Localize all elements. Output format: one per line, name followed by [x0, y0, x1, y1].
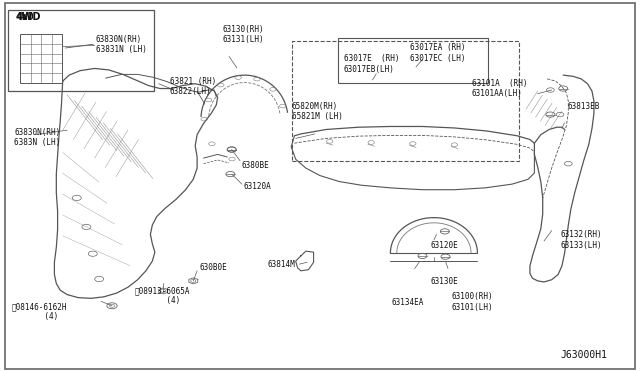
Text: 65820M(RH)
65821M (LH): 65820M(RH) 65821M (LH) — [292, 102, 342, 121]
Text: 63830N(RH)
63831N (LH): 63830N(RH) 63831N (LH) — [96, 35, 147, 54]
Text: 63130E: 63130E — [430, 278, 458, 286]
Text: 63821 (RH)
63822(LH): 63821 (RH) 63822(LH) — [170, 77, 216, 96]
Bar — [20, 34, 62, 83]
Text: 63017EA (RH)
63017EC (LH): 63017EA (RH) 63017EC (LH) — [410, 43, 466, 62]
Text: 63814M: 63814M — [268, 260, 295, 269]
Text: ⓝ08913-6065A
       (4): ⓝ08913-6065A (4) — [134, 286, 190, 305]
Text: 63130(RH)
63131(LH): 63130(RH) 63131(LH) — [223, 25, 264, 44]
Text: 6380BE: 6380BE — [242, 161, 269, 170]
Text: 4WD: 4WD — [16, 12, 42, 22]
Text: 63134EA: 63134EA — [392, 298, 424, 307]
Text: J63000H1: J63000H1 — [560, 350, 607, 360]
Text: 63101A  (RH)
63101AA(LH): 63101A (RH) 63101AA(LH) — [472, 79, 527, 98]
Text: 63120A: 63120A — [243, 182, 271, 191]
Text: Ⓑ08146-6162H
       (4): Ⓑ08146-6162H (4) — [12, 302, 67, 321]
Text: 63120E: 63120E — [430, 241, 458, 250]
Text: 63017E  (RH)
63017EB(LH): 63017E (RH) 63017EB(LH) — [344, 54, 399, 74]
Text: 630B0E: 630B0E — [200, 263, 227, 272]
Text: 63830N(RH)
6383N (LH): 63830N(RH) 6383N (LH) — [14, 128, 60, 147]
Text: 63132(RH)
63133(LH): 63132(RH) 63133(LH) — [561, 230, 602, 250]
Text: 63100(RH)
63101(LH): 63100(RH) 63101(LH) — [451, 292, 493, 312]
Bar — [8, 10, 154, 91]
Bar — [292, 41, 519, 161]
Text: 4WD: 4WD — [17, 12, 35, 22]
Bar — [338, 38, 488, 83]
Text: 63813EB: 63813EB — [567, 102, 600, 110]
